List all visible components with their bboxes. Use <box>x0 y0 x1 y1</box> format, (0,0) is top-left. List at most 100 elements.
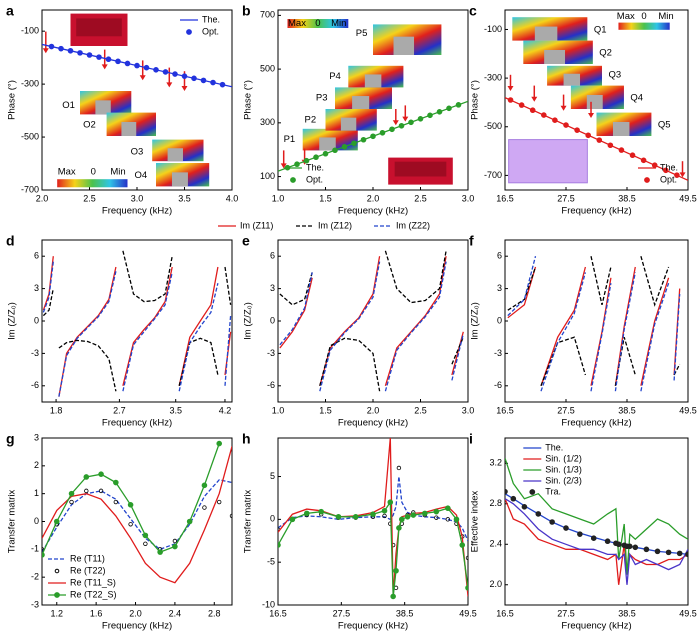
plot-area <box>278 100 468 172</box>
x-tick-label: 1.0 <box>272 405 285 415</box>
annotation: Q2 <box>599 48 612 59</box>
x-tick-label: 27.5 <box>557 608 575 618</box>
annotation: Min <box>331 18 346 29</box>
x-tick-label: 38.5 <box>618 405 636 415</box>
series-marker <box>465 555 468 561</box>
series-marker <box>665 549 672 556</box>
y-tick-label: 3 <box>497 283 502 293</box>
series-marker <box>398 122 405 129</box>
legend-marker <box>186 29 192 35</box>
legend-label: Opt. <box>660 174 677 184</box>
series-marker <box>322 150 329 157</box>
y-tick-label: 2 <box>34 460 39 470</box>
y-axis-label: Phase (°) <box>243 80 254 120</box>
plot-area <box>505 457 688 585</box>
panel-letter: g <box>6 431 15 447</box>
series-marker <box>382 513 387 519</box>
series-marker <box>124 60 131 67</box>
series-marker <box>410 512 417 518</box>
x-tick-label: 27.5 <box>557 405 575 415</box>
series-marker <box>77 50 83 56</box>
series-marker <box>370 511 376 518</box>
x-tick-label: 1.5 <box>319 405 332 415</box>
colorbar <box>618 22 670 30</box>
series-line <box>279 261 464 392</box>
series-marker <box>651 162 658 168</box>
series-marker <box>433 508 440 515</box>
y-tick-label: 300 <box>260 117 275 127</box>
arrow-head <box>531 96 538 102</box>
structure-3d <box>508 139 588 184</box>
legend-label: The. <box>202 14 220 24</box>
y-tick-label: 0 <box>497 315 502 325</box>
plot-area <box>508 256 685 391</box>
x-tick-label: 3.0 <box>462 405 475 415</box>
series-line <box>505 97 688 181</box>
x-tick-label: 16.5 <box>496 608 514 618</box>
series-marker <box>127 501 134 508</box>
series-marker <box>618 147 625 153</box>
legend-label: Sin. (1/2) <box>545 453 582 463</box>
y-axis-label: Phase (°) <box>7 80 18 120</box>
series-marker <box>626 543 633 550</box>
series-line <box>42 479 232 553</box>
x-axis-label: Frequency (kHz) <box>102 621 172 632</box>
annotation: P3 <box>316 93 328 104</box>
annotation: P5 <box>356 28 368 39</box>
series-marker <box>535 511 542 517</box>
series-line <box>508 256 685 386</box>
legend-marker <box>529 489 536 495</box>
series-marker <box>48 43 55 50</box>
panel-letter: e <box>242 233 250 249</box>
series-marker <box>510 495 517 502</box>
series-line <box>42 256 232 397</box>
series-marker <box>202 505 207 510</box>
series-marker <box>629 152 636 159</box>
field-mask <box>544 49 566 64</box>
x-tick-label: 38.5 <box>396 608 414 618</box>
series-marker <box>128 522 133 527</box>
annotation: P2 <box>304 114 316 125</box>
series-marker <box>563 525 569 531</box>
series-marker <box>67 47 74 54</box>
series-marker <box>529 107 536 114</box>
annotation: Min <box>110 167 125 178</box>
annotation: O2 <box>83 120 96 131</box>
y-tick-label: -5 <box>267 557 275 567</box>
plot-frame <box>504 9 689 191</box>
series-marker <box>157 549 163 555</box>
field-mask <box>586 94 603 109</box>
panel: e 1.0 1.5 2.0 2.5 3.0 -6 -3 0 3 6 Frequency (kHz) Im… <box>218 220 475 429</box>
structure-cavity <box>76 18 122 37</box>
field-mask <box>319 137 336 151</box>
annotation: 0 <box>641 11 646 22</box>
x-tick-label: 49.5 <box>679 608 697 618</box>
series-marker <box>408 119 414 126</box>
series-marker <box>42 552 45 558</box>
y-tick-label: -300 <box>21 78 39 88</box>
series-line <box>42 261 232 397</box>
arrow-head <box>507 86 514 91</box>
y-tick-label: -3 <box>31 599 39 609</box>
y-tick-label: 0 <box>270 514 275 524</box>
panel: a 2.0 2.5 3.0 3.5 4.0 -100 -300 -500 -700 Frequenc… <box>6 3 238 217</box>
panel: b 1.0 1.5 2.0 2.5 3.0 100 300 500 700 Frequency (k… <box>242 3 474 217</box>
annotation: Min <box>658 11 673 22</box>
series-marker <box>278 542 281 548</box>
series-marker <box>83 474 90 480</box>
x-axis-label: Frequency (kHz) <box>102 418 172 429</box>
legend-marker <box>290 177 296 183</box>
series-marker <box>521 504 528 510</box>
y-tick-label: 6 <box>34 251 39 261</box>
series-marker <box>105 56 112 63</box>
annotation: Q1 <box>594 24 607 35</box>
series-marker <box>219 81 226 88</box>
series-marker <box>434 515 439 520</box>
series-marker <box>445 517 451 522</box>
series-marker <box>352 513 359 520</box>
x-axis-label: Frequency (kHz) <box>561 621 631 632</box>
series-marker <box>393 567 399 574</box>
x-tick-label: 2.5 <box>414 405 427 415</box>
y-tick-label: 3 <box>270 283 275 293</box>
y-tick-label: -10 <box>262 599 275 609</box>
